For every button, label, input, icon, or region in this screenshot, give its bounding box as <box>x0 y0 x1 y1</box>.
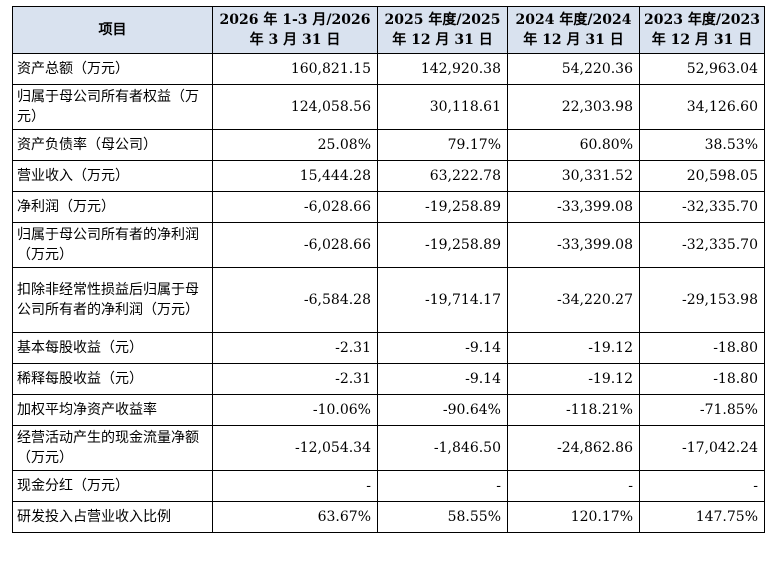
row-debt-ratio: 资产负债率（母公司） 25.08% 79.17% 60.80% 38.53% <box>12 129 765 161</box>
cell-value: -9.14 <box>377 332 508 364</box>
cell-value: -2.31 <box>212 363 378 395</box>
cell-value: 30,118.61 <box>377 84 508 130</box>
cell-value: 25.08% <box>212 129 378 161</box>
row-cash-dividend: 现金分红（万元） - - - - <box>12 470 765 502</box>
cell-value: 38.53% <box>639 129 765 161</box>
cell-value: -19,714.17 <box>377 267 508 333</box>
cell-value: 30,331.52 <box>507 160 640 192</box>
cell-value: 79.17% <box>377 129 508 161</box>
cell-value: -71.85% <box>639 394 765 426</box>
header-row: 项目 2026 年 1-3 月/2026 年 3 月 31 日 2025 年度/… <box>12 6 765 54</box>
cell-value: - <box>377 470 508 502</box>
header-2026q1: 2026 年 1-3 月/2026 年 3 月 31 日 <box>212 6 378 54</box>
row-adjusted-net-profit: 扣除非经常性损益后归属于母公司所有者的净利润（万元） -6,584.28 -19… <box>12 267 765 333</box>
cell-value: -6,584.28 <box>212 267 378 333</box>
cell-value: 20,598.05 <box>639 160 765 192</box>
row-operating-cash-flow: 经营活动产生的现金流量净额（万元） -12,054.34 -1,846.50 -… <box>12 425 765 471</box>
cell-value: - <box>212 470 378 502</box>
cell-value: 160,821.15 <box>212 53 378 85</box>
cell-value: -10.06% <box>212 394 378 426</box>
cell-value: -24,862.86 <box>507 425 640 471</box>
cell-value: - <box>507 470 640 502</box>
cell-value: -6,028.66 <box>212 191 378 223</box>
cell-value: -6,028.66 <box>212 222 378 268</box>
cell-value: 54,220.36 <box>507 53 640 85</box>
cell-value: -19.12 <box>507 363 640 395</box>
row-label: 经营活动产生的现金流量净额（万元） <box>12 425 213 471</box>
header-2024: 2024 年度/2024 年 12 月 31 日 <box>507 6 640 54</box>
cell-value: -19,258.89 <box>377 222 508 268</box>
cell-value: -1,846.50 <box>377 425 508 471</box>
row-diluted-eps: 稀释每股收益（元） -2.31 -9.14 -19.12 -18.80 <box>12 363 765 395</box>
row-label: 现金分红（万元） <box>12 470 213 502</box>
row-label: 加权平均净资产收益率 <box>12 394 213 426</box>
row-total-assets: 资产总额（万元） 160,821.15 142,920.38 54,220.36… <box>12 53 765 85</box>
cell-value: -118.21% <box>507 394 640 426</box>
cell-value: 22,303.98 <box>507 84 640 130</box>
row-roe: 加权平均净资产收益率 -10.06% -90.64% -118.21% -71.… <box>12 394 765 426</box>
cell-value: -18.80 <box>639 332 765 364</box>
cell-value: 63.67% <box>212 501 378 533</box>
row-label: 资产负债率（母公司） <box>12 129 213 161</box>
cell-value: -19.12 <box>507 332 640 364</box>
cell-value: 15,444.28 <box>212 160 378 192</box>
cell-value: -33,399.08 <box>507 222 640 268</box>
cell-value: 147.75% <box>639 501 765 533</box>
cell-value: -29,153.98 <box>639 267 765 333</box>
cell-value: 124,058.56 <box>212 84 378 130</box>
cell-value: 142,920.38 <box>377 53 508 85</box>
row-revenue: 营业收入（万元） 15,444.28 63,222.78 30,331.52 2… <box>12 160 765 192</box>
cell-value: 60.80% <box>507 129 640 161</box>
cell-value: 52,963.04 <box>639 53 765 85</box>
cell-value: 58.55% <box>377 501 508 533</box>
cell-value: -90.64% <box>377 394 508 426</box>
row-label: 稀释每股收益（元） <box>12 363 213 395</box>
cell-value: -19,258.89 <box>377 191 508 223</box>
row-label: 营业收入（万元） <box>12 160 213 192</box>
row-label: 资产总额（万元） <box>12 53 213 85</box>
row-label: 净利润（万元） <box>12 191 213 223</box>
cell-value: -17,042.24 <box>639 425 765 471</box>
header-2025: 2025 年度/2025 年 12 月 31 日 <box>377 6 508 54</box>
row-label: 归属于母公司所有者的净利润（万元） <box>12 222 213 268</box>
row-parent-net-profit: 归属于母公司所有者的净利润（万元） -6,028.66 -19,258.89 -… <box>12 222 765 268</box>
cell-value: -9.14 <box>377 363 508 395</box>
cell-value: - <box>639 470 765 502</box>
cell-value: 120.17% <box>507 501 640 533</box>
row-net-profit: 净利润（万元） -6,028.66 -19,258.89 -33,399.08 … <box>12 191 765 223</box>
cell-value: -2.31 <box>212 332 378 364</box>
header-2023: 2023 年度/2023 年 12 月 31 日 <box>639 6 765 54</box>
cell-value: -33,399.08 <box>507 191 640 223</box>
financial-data-table: 项目 2026 年 1-3 月/2026 年 3 月 31 日 2025 年度/… <box>12 6 765 533</box>
cell-value: -34,220.27 <box>507 267 640 333</box>
row-label: 研发投入占营业收入比例 <box>12 501 213 533</box>
header-item: 项目 <box>12 6 213 54</box>
cell-value: -32,335.70 <box>639 222 765 268</box>
row-label: 归属于母公司所有者权益（万元） <box>12 84 213 130</box>
cell-value: 34,126.60 <box>639 84 765 130</box>
cell-value: -18.80 <box>639 363 765 395</box>
row-parent-equity: 归属于母公司所有者权益（万元） 124,058.56 30,118.61 22,… <box>12 84 765 130</box>
cell-value: -32,335.70 <box>639 191 765 223</box>
cell-value: -12,054.34 <box>212 425 378 471</box>
row-basic-eps: 基本每股收益（元） -2.31 -9.14 -19.12 -18.80 <box>12 332 765 364</box>
cell-value: 63,222.78 <box>377 160 508 192</box>
row-rd-ratio: 研发投入占营业收入比例 63.67% 58.55% 120.17% 147.75… <box>12 501 765 533</box>
row-label: 基本每股收益（元） <box>12 332 213 364</box>
row-label: 扣除非经常性损益后归属于母公司所有者的净利润（万元） <box>12 267 213 333</box>
